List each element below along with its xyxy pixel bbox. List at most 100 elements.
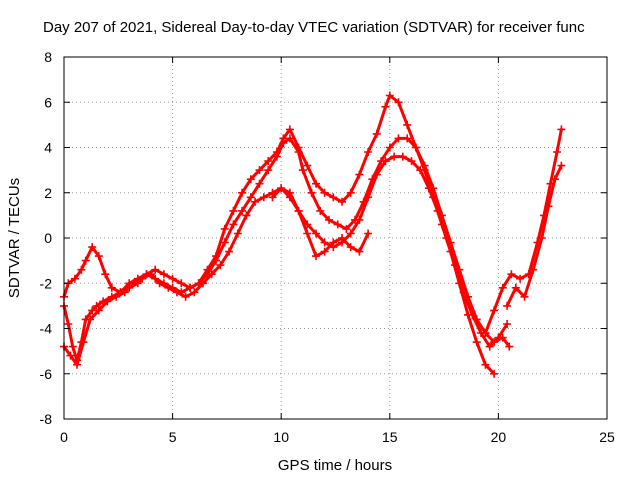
data-point-marker: [320, 247, 329, 256]
data-point-marker: [220, 238, 229, 247]
axis-ticks: 0 5 10 15 20 25 -8 -6 -4 -2 0 2 4 6 8: [40, 49, 615, 445]
data-point-marker: [433, 206, 442, 215]
chart-title: Day 207 of 2021, Sidereal Day-to-day VTE…: [43, 19, 585, 36]
data-point-marker: [503, 301, 512, 310]
plot-frame: [63, 56, 608, 420]
data-point-marker: [255, 166, 264, 175]
data-point-marker: [168, 274, 177, 283]
data-point-marker: [490, 369, 499, 378]
series-line: [62, 155, 509, 367]
data-point-marker: [94, 306, 103, 315]
data-point-marker: [424, 184, 433, 193]
data-point-marker: [238, 206, 247, 215]
data-point-marker: [503, 320, 512, 328]
y-tick-label: -4: [40, 321, 53, 337]
data-point-marker: [129, 279, 138, 288]
data-point-marker: [242, 211, 251, 220]
data-point-marker: [86, 315, 95, 324]
y-tick-label: 0: [44, 230, 52, 246]
data-point-marker: [516, 274, 525, 283]
data-point-marker: [544, 202, 553, 211]
data-point-marker: [333, 220, 342, 229]
data-point-marker: [511, 283, 520, 292]
x-tick-label: 0: [60, 429, 68, 445]
data-point-marker: [520, 292, 529, 301]
data-point-marker: [338, 234, 346, 242]
data-point-marker: [550, 175, 559, 184]
data-point-marker: [553, 148, 561, 156]
data-point-marker: [451, 261, 459, 270]
data-point-marker: [79, 338, 88, 347]
data-point-marker: [372, 170, 381, 179]
data-point-marker: [220, 224, 229, 233]
data-point-marker: [181, 292, 190, 301]
data-point-marker: [403, 120, 412, 129]
data-point-marker: [329, 238, 338, 247]
series-3: [60, 152, 512, 369]
data-point-marker: [172, 288, 181, 297]
series-4: [268, 184, 373, 261]
data-point-marker: [199, 279, 207, 288]
data-point-marker: [407, 157, 416, 166]
series-6: [503, 161, 566, 310]
data-point-marker: [346, 188, 355, 197]
data-point-marker: [346, 243, 355, 252]
data-point-marker: [312, 252, 320, 261]
data-point-marker: [364, 193, 373, 202]
data-point-marker: [272, 152, 281, 161]
data-point-marker: [151, 265, 160, 274]
data-point-marker: [146, 270, 155, 279]
data-point-marker: [372, 129, 381, 138]
data-point-marker: [381, 102, 390, 111]
data-point-marker: [264, 166, 273, 175]
data-point-marker: [346, 229, 355, 238]
data-point-marker: [92, 301, 101, 310]
data-point-marker: [73, 360, 81, 369]
data-point-marker: [507, 270, 516, 279]
data-point-marker: [285, 134, 294, 143]
data-point-marker: [303, 229, 312, 238]
x-tick-label: 15: [382, 429, 398, 445]
data-point-marker: [325, 215, 333, 224]
data-point-marker: [329, 193, 338, 202]
data-point-marker: [229, 206, 238, 215]
data-point-marker: [216, 261, 225, 270]
data-point-marker: [264, 157, 273, 166]
data-point-marker: [312, 179, 320, 188]
data-point-marker: [355, 247, 364, 256]
data-point-marker: [294, 148, 303, 156]
series-1: [60, 91, 499, 378]
data-point-marker: [103, 297, 112, 306]
data-point-marker: [420, 161, 429, 170]
data-point-marker: [66, 351, 75, 360]
plot-series: [60, 91, 566, 378]
data-point-marker: [212, 256, 220, 265]
data-point-marker: [285, 188, 294, 197]
data-point-marker: [190, 288, 199, 297]
y-axis-title: SDTVAR / TECUs: [6, 178, 23, 298]
data-point-marker: [442, 234, 451, 242]
x-tick-label: 5: [169, 429, 177, 445]
y-tick-label: 8: [44, 49, 52, 65]
x-tick-label: 20: [491, 429, 507, 445]
data-point-marker: [233, 229, 242, 238]
data-point-marker: [494, 333, 503, 342]
y-tick-label: 2: [44, 185, 52, 201]
data-point-marker: [285, 125, 294, 134]
data-point-marker: [259, 193, 268, 202]
data-point-marker: [207, 270, 216, 279]
data-point-marker: [381, 157, 390, 166]
data-point-marker: [251, 197, 260, 206]
data-point-marker: [398, 152, 407, 161]
data-point-marker: [459, 288, 468, 297]
data-point-marker: [355, 170, 364, 179]
data-point-marker: [155, 279, 164, 288]
data-point-marker: [94, 252, 103, 261]
x-tick-label: 10: [273, 429, 289, 445]
data-point-marker: [498, 283, 507, 292]
y-tick-label: 6: [44, 94, 52, 110]
data-point-marker: [316, 206, 325, 215]
data-point-marker: [312, 229, 320, 238]
data-point-marker: [468, 310, 477, 319]
data-point-marker: [320, 188, 329, 197]
